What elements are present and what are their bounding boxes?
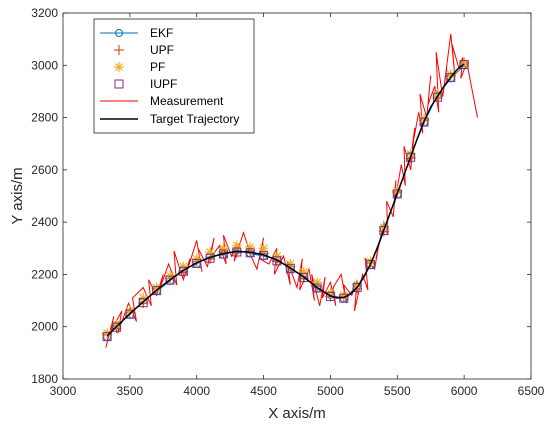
y-tick-label: 3200	[31, 6, 58, 20]
x-tick-label: 5500	[384, 384, 411, 398]
y-tick-label: 3000	[31, 58, 58, 72]
x-tick-label: 3500	[117, 384, 144, 398]
point-pf	[111, 319, 122, 330]
x-tick-label: 6500	[518, 384, 545, 398]
y-tick-label: 2400	[31, 215, 58, 229]
point-pf	[392, 185, 403, 196]
point-iupf	[138, 298, 148, 308]
point-pf	[258, 243, 269, 254]
series-pf	[102, 58, 470, 339]
point-pf	[312, 277, 323, 288]
legend-item-upf: UPF	[114, 43, 174, 57]
point-pf	[298, 266, 309, 277]
point-pf	[191, 253, 202, 264]
point-iupf	[165, 275, 175, 285]
legend-measurement-label: Measurement	[150, 94, 224, 108]
point-iupf	[192, 258, 202, 268]
point-pf	[178, 261, 189, 272]
point-iupf	[102, 332, 112, 342]
legend-item-pf: PF	[114, 60, 165, 74]
x-tick-label: 6000	[451, 384, 478, 398]
point-iupf	[111, 322, 121, 332]
point-iupf	[125, 309, 135, 319]
point-iupf	[432, 92, 442, 102]
x-tick-label: 3000	[50, 384, 77, 398]
target-trajectory-line	[106, 63, 465, 337]
legend-ekf-label: EKF	[150, 26, 173, 40]
point-pf	[365, 256, 376, 267]
legend-item-ekf: EKF	[100, 26, 173, 40]
series-iupf	[102, 60, 469, 342]
legend: EKF UPF PF IUPF Measurement Target Traje…	[93, 18, 255, 134]
point-pf	[445, 69, 456, 80]
axis-ticks: 3000 3500 4000 4500 5000 5500 6000 6500 1800 2000…	[31, 6, 544, 398]
measurement-line	[105, 33, 478, 348]
data-layer	[102, 33, 478, 348]
point-pf	[205, 247, 216, 258]
point-iupf	[392, 189, 402, 199]
point-pf	[378, 222, 389, 233]
x-tick-label: 5000	[317, 384, 344, 398]
point-pf	[124, 306, 135, 317]
point-pf	[352, 279, 363, 290]
point-pf	[432, 89, 443, 100]
point-pf	[151, 282, 162, 293]
legend-target-label: Target Trajectory	[150, 112, 239, 126]
point-pf	[138, 292, 149, 303]
y-tick-label: 2800	[31, 111, 58, 125]
y-tick-label: 2000	[31, 320, 58, 334]
legend-upf-label: UPF	[150, 43, 174, 57]
legend-box	[93, 18, 255, 134]
legend-pf-label: PF	[150, 60, 165, 74]
point-iupf	[272, 256, 282, 266]
y-tick-label: 2200	[31, 267, 58, 281]
point-pf	[285, 258, 296, 269]
legend-item-target: Target Trajectory	[100, 112, 239, 126]
point-iupf	[259, 250, 269, 260]
point-pf	[405, 149, 416, 160]
y-tick-label: 1800	[31, 372, 58, 386]
point-iupf	[419, 117, 429, 127]
y-tick-label: 2600	[31, 163, 58, 177]
point-pf	[459, 58, 470, 69]
point-iupf	[406, 152, 416, 162]
plot-frame	[62, 12, 532, 380]
point-iupf	[285, 264, 295, 274]
point-pf	[102, 328, 113, 339]
point-iupf	[379, 226, 389, 236]
x-tick-label: 4500	[250, 384, 277, 398]
legend-item-iupf: IUPF	[114, 77, 177, 91]
legend-pf-marker-d2	[115, 63, 123, 71]
point-pf	[271, 251, 282, 262]
point-iupf	[178, 266, 188, 276]
point-iupf	[459, 60, 469, 70]
y-axis-label: Y axis/m	[9, 167, 26, 224]
point-iupf	[152, 286, 162, 296]
point-iupf	[312, 283, 322, 293]
x-axis-label: X axis/m	[268, 405, 326, 422]
legend-iupf-marker	[114, 79, 124, 89]
point-iupf	[366, 259, 376, 269]
point-pf	[231, 240, 242, 251]
legend-item-measurement: Measurement	[100, 94, 224, 108]
legend-iupf-label: IUPF	[150, 77, 177, 91]
legend-ekf-marker	[115, 29, 123, 37]
point-pf	[218, 243, 229, 254]
point-pf	[419, 113, 430, 124]
point-pf	[338, 290, 349, 301]
point-iupf	[352, 283, 362, 292]
point-pf	[245, 241, 256, 252]
x-tick-label: 4000	[183, 384, 210, 398]
point-iupf	[446, 73, 456, 83]
point-iupf	[299, 273, 309, 283]
